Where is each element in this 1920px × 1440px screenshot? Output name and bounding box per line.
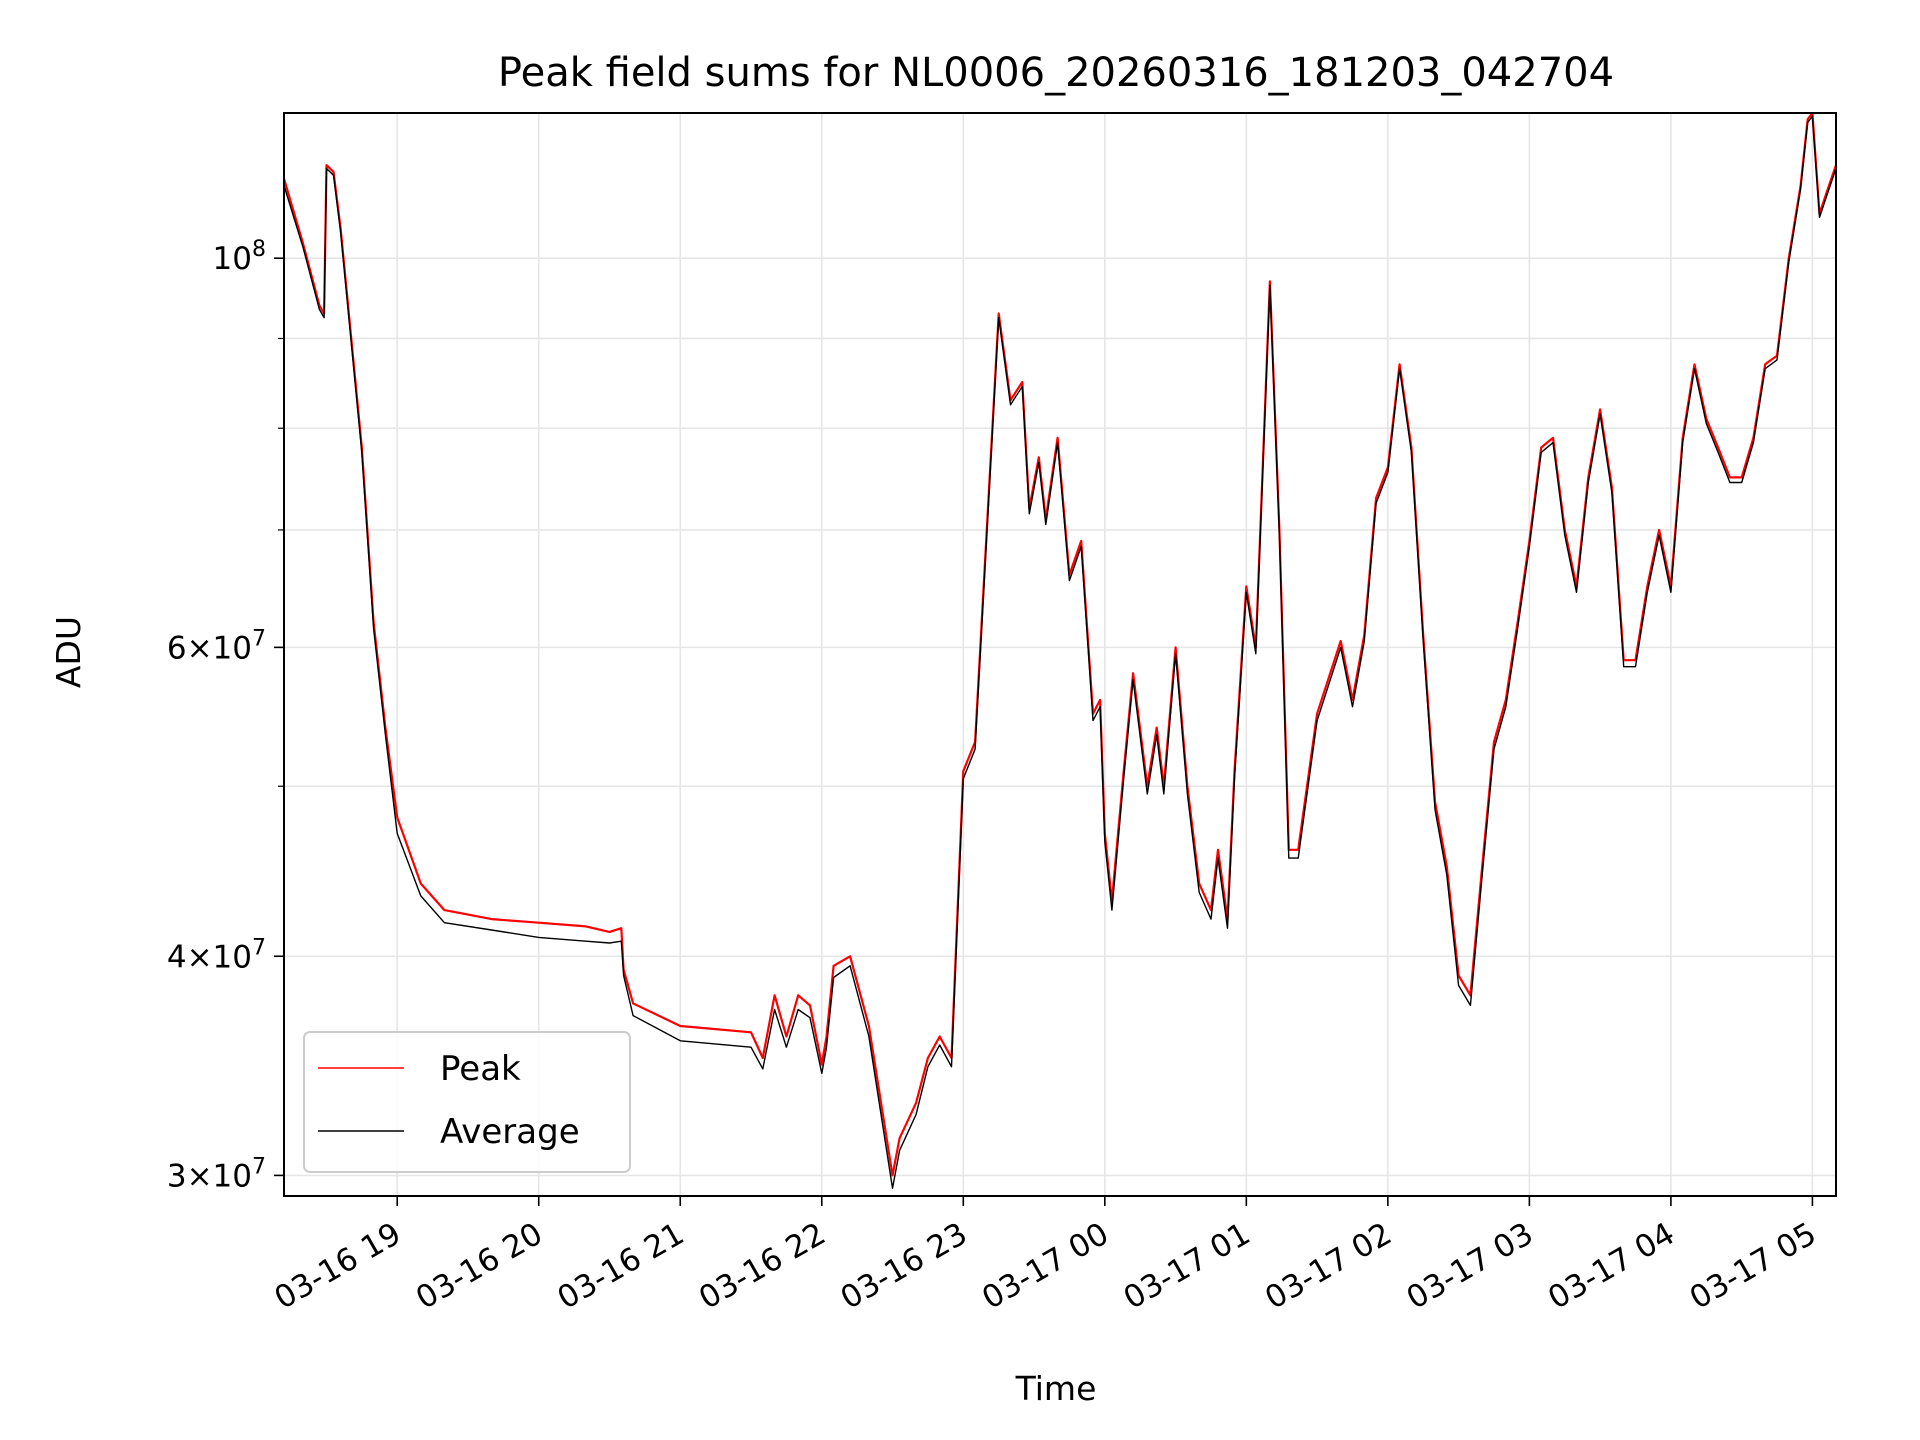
legend-box	[303, 1031, 631, 1173]
legend-peak-label: Peak	[440, 1049, 521, 1089]
legend: Peak Average	[303, 1031, 631, 1173]
y-axis: 3×107 4×107 6×107 108	[167, 237, 284, 1194]
x-axis-label: Time	[1015, 1369, 1097, 1408]
series-average-line	[283, 115, 1837, 1189]
grid	[284, 113, 1836, 1196]
y-tick-label: 108	[213, 237, 266, 277]
series-layer	[282, 111, 1838, 1189]
y-axis-label: ADU	[49, 616, 88, 688]
y-tick-label: 3×107	[167, 1154, 266, 1194]
series-peak-line	[282, 111, 1838, 1177]
chart-title: Peak field sums for NL0006_20260316_1812…	[498, 50, 1614, 96]
plot-frame	[283, 112, 1837, 1197]
y-tick-label: 4×107	[167, 935, 266, 975]
y-tick-label: 6×107	[167, 626, 266, 666]
legend-average-label: Average	[440, 1112, 580, 1152]
